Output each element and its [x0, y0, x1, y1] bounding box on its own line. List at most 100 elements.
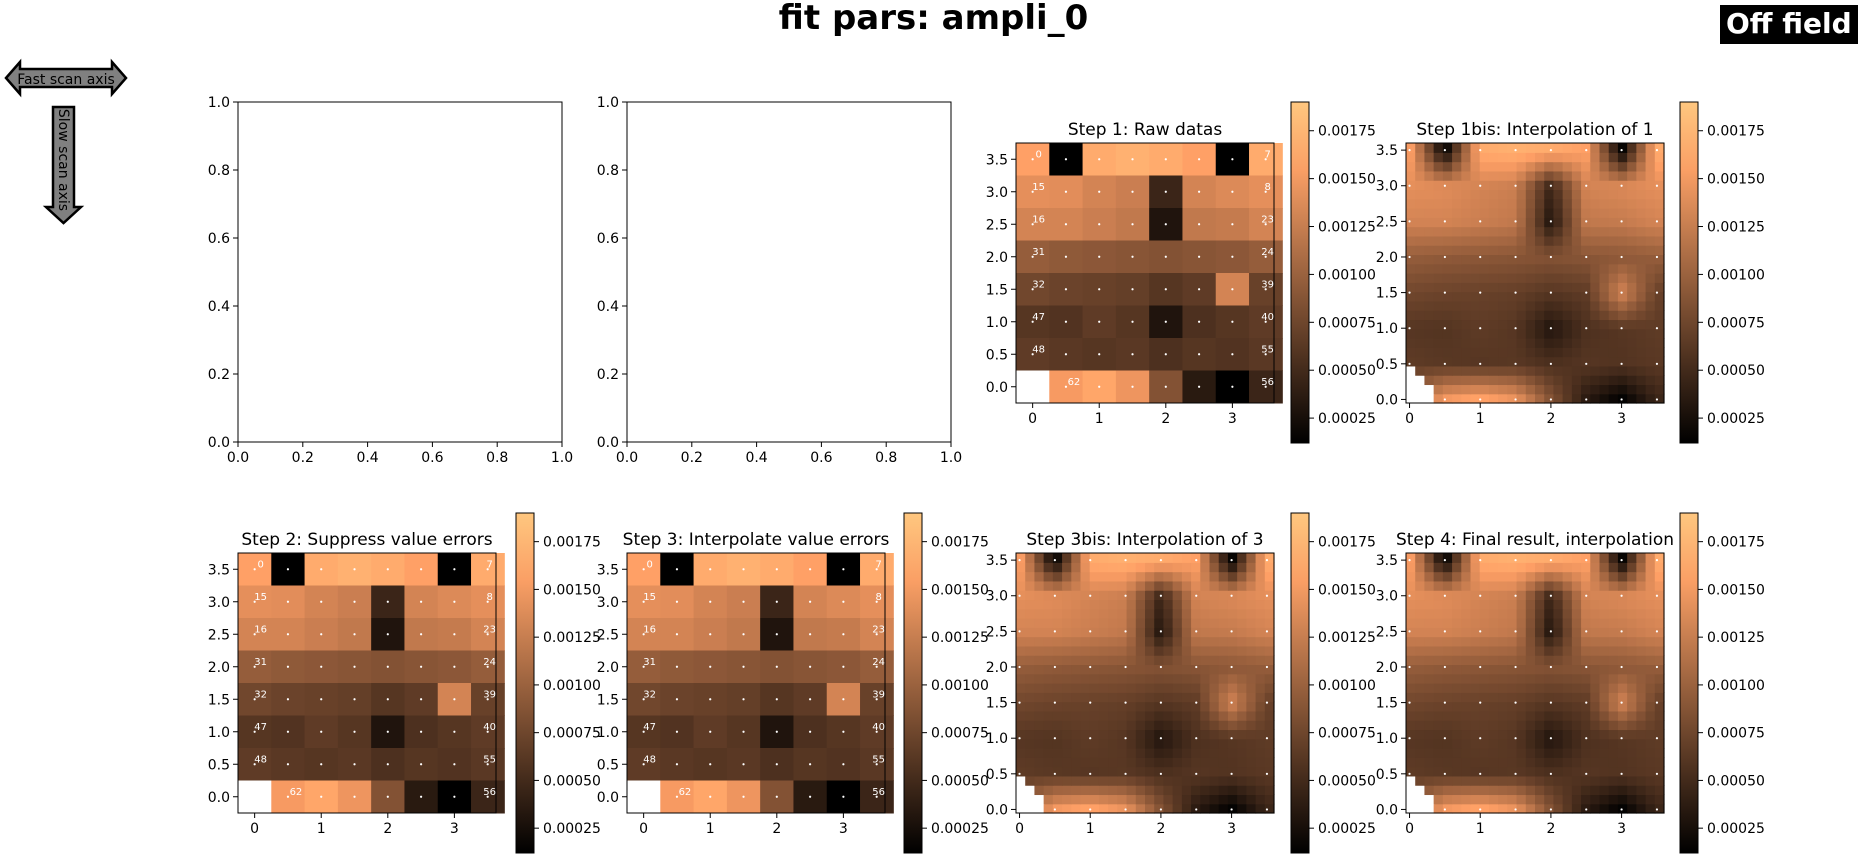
heatmap-cell	[1025, 627, 1036, 638]
heatmap-cell	[1544, 683, 1555, 693]
heatmap-cell	[1135, 757, 1146, 768]
heatmap-cell	[1246, 701, 1257, 712]
heatmap-cell	[1636, 580, 1647, 591]
heatmap-cell	[1062, 664, 1072, 675]
heatmap-cell	[1507, 226, 1518, 237]
heatmap-cell	[1581, 720, 1591, 731]
heatmap-cell	[1415, 775, 1426, 786]
heatmap-cell	[1264, 590, 1275, 601]
heatmap-cell	[1627, 645, 1637, 656]
heatmap-cell	[1200, 562, 1211, 573]
heatmap-cell	[1525, 143, 1536, 153]
heatmap-cell	[1043, 692, 1054, 703]
y-tick-label: 0.4	[597, 299, 619, 315]
heatmap-cell	[1645, 590, 1656, 601]
heatmap-cell	[1424, 553, 1435, 563]
heatmap-cell	[1145, 692, 1155, 703]
grid-point	[1620, 559, 1623, 562]
heatmap-cell	[1627, 263, 1637, 274]
heatmap-cell	[1227, 701, 1238, 712]
heatmap-cell	[1544, 580, 1555, 591]
heatmap-cell	[1636, 571, 1647, 582]
heatmap-cell	[1415, 553, 1426, 563]
heatmap-cell	[1098, 710, 1109, 721]
heatmap-cell	[1470, 226, 1481, 237]
heatmap-cell	[1052, 803, 1063, 814]
heatmap-cell	[1080, 636, 1091, 647]
heatmap-cell	[1415, 291, 1426, 302]
y-tick-label: 3.0	[986, 185, 1008, 201]
heatmap-cell	[1608, 775, 1619, 786]
heatmap-cell	[1406, 319, 1416, 330]
heatmap-cell	[1608, 655, 1619, 666]
heatmap-cell	[1043, 720, 1054, 731]
heatmap-cell	[1525, 710, 1536, 721]
heatmap-cell	[1461, 170, 1472, 181]
heatmap-cell	[1461, 217, 1472, 228]
heatmap-cell	[1645, 338, 1656, 348]
heatmap-cell	[1433, 580, 1444, 591]
heatmap-cell	[1479, 356, 1490, 367]
heatmap-cell	[1571, 300, 1582, 311]
heatmap-cell	[1246, 720, 1257, 731]
heatmap-cell	[1025, 608, 1036, 619]
heatmap-cell	[1553, 152, 1564, 163]
heatmap-cell	[1590, 618, 1601, 628]
grid-point	[1408, 594, 1411, 597]
x-tick-label: 0.8	[486, 450, 508, 466]
heatmap-cell	[1406, 235, 1416, 246]
heatmap-cell	[1654, 189, 1665, 200]
point-label: 8	[875, 592, 881, 603]
heatmap-cell	[1553, 720, 1564, 731]
heatmap-cell	[1636, 618, 1647, 628]
heatmap-cell	[1590, 254, 1601, 265]
heatmap-cell	[1052, 636, 1063, 647]
grid-point	[808, 600, 812, 603]
heatmap-cell	[1406, 161, 1416, 172]
heatmap-cell	[1117, 618, 1128, 628]
x-tick-label: 1	[706, 821, 715, 837]
grid-point	[1089, 630, 1092, 633]
heatmap-cell	[1043, 748, 1054, 758]
heatmap-cell	[1553, 580, 1564, 591]
heatmap-cell	[1617, 310, 1628, 321]
heatmap-cell	[1406, 645, 1416, 656]
heatmap-cell	[1488, 803, 1499, 814]
heatmap-cell	[1553, 161, 1564, 172]
heatmap-cell	[1089, 738, 1100, 749]
heatmap-cell	[1108, 683, 1118, 693]
heatmap-cell	[1034, 710, 1045, 721]
grid-point	[453, 633, 456, 636]
heatmap-cell	[1498, 673, 1508, 684]
heatmap-cell	[1452, 273, 1462, 283]
heatmap-cell	[1025, 757, 1036, 768]
heatmap-cell	[1636, 785, 1647, 796]
grid-point	[353, 633, 356, 636]
heatmap-cell	[1507, 170, 1518, 181]
y-tick-label: 0.5	[986, 767, 1008, 783]
heatmap-cell	[1562, 291, 1573, 302]
x-tick-label: 0.4	[356, 450, 378, 466]
heatmap-cell	[1470, 365, 1481, 376]
heatmap-cell	[1535, 170, 1545, 181]
grid-point	[1089, 559, 1092, 562]
heatmap-cell	[1191, 692, 1201, 703]
heatmap-cell	[1264, 738, 1275, 749]
heatmap-cell	[1507, 590, 1518, 601]
colorbar-2: 0.000250.000500.000750.001000.001250.001…	[1679, 101, 1765, 444]
heatmap-cell	[1255, 766, 1266, 777]
heatmap-cell	[1181, 636, 1192, 647]
point-label: 7	[1264, 149, 1270, 160]
heatmap-cell	[1581, 757, 1591, 768]
heatmap-cell	[1415, 803, 1426, 814]
heatmap-cell	[1191, 553, 1201, 563]
heatmap-cell	[1617, 273, 1628, 283]
heatmap-cell	[1461, 775, 1472, 786]
grid-point	[1264, 320, 1267, 323]
x-tick-label: 0.8	[875, 450, 897, 466]
heatmap-cell	[1424, 384, 1435, 395]
heatmap-cell	[1218, 655, 1229, 666]
heatmap-cell	[1062, 571, 1072, 582]
heatmap-cell	[1218, 766, 1229, 777]
